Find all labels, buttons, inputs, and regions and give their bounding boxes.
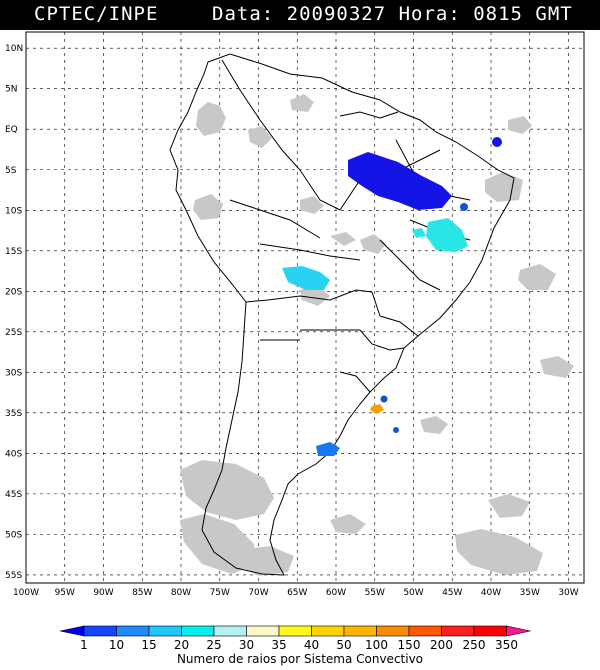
colorbar-tick-label: 200 (430, 638, 453, 652)
latitude-label: 35S (5, 409, 22, 419)
colorbar-tick-label: 50 (336, 638, 351, 652)
colorbar-tick-label: 250 (463, 638, 486, 652)
longitude-label: 75W (210, 588, 230, 598)
colorbar-swatch (343, 625, 377, 637)
longitude-label: 60W (326, 588, 346, 598)
longitude-label: 45W (442, 588, 462, 598)
colorbar-tick-label: 30 (239, 638, 254, 652)
longitude-label: 70W (248, 588, 268, 598)
colorbar-swatch (473, 625, 507, 637)
datetime-label: Data: 20090327 Hora: 0815 GMT (212, 3, 573, 25)
colorbar-swatch (311, 625, 345, 637)
convective-systems (282, 137, 502, 456)
latitude-label: 30S (5, 368, 22, 378)
latitude-label: 40S (5, 449, 22, 459)
source-label: CPTEC/INPE (34, 3, 159, 25)
colorbar-swatch (441, 625, 475, 637)
colorbar-swatch (213, 625, 247, 637)
colorbar-swatch (278, 625, 312, 637)
colorbar-swatch (148, 625, 182, 637)
colorbar-swatch (376, 625, 410, 637)
longitude-labels: 100W 95W 90W 85W 80W 75W 70W 65W 60W 55W 50W 45W 40W… (13, 588, 579, 598)
longitude-label: 90W (93, 588, 113, 598)
colorbar-min-arrow (59, 625, 85, 637)
longitude-label: 85W (132, 588, 152, 598)
colorbar-tick-label: 10 (109, 638, 124, 652)
colorbar-tick-label: 150 (398, 638, 421, 652)
longitude-label: 40W (481, 588, 501, 598)
map-header: CPTEC/INPE Data: 20090327 Hora: 0815 GMT (0, 0, 600, 30)
latitude-label: 5S (5, 166, 17, 176)
longitude-label: 65W (287, 588, 307, 598)
latitude-label: 50S (5, 530, 22, 540)
longitude-label: 55W (365, 588, 385, 598)
colorbar-tick-label: 25 (206, 638, 221, 652)
longitude-label: 100W (13, 588, 39, 598)
colorbar-tick-label: 350 (495, 638, 518, 652)
latitude-label: 5N (5, 85, 17, 95)
colorbar-tick-label: 100 (365, 638, 388, 652)
latitude-label: 25S (5, 328, 22, 338)
colorbar-max-arrow (506, 625, 531, 637)
colorbar-caption: Numero de raios por Sistema Convectivo (176, 652, 424, 666)
longitude-label: 80W (171, 588, 191, 598)
colorbar-tick-label: 40 (304, 638, 319, 652)
lightning-colorbar: 1 10 15 20 25 30 35 40 50 100 150 200 250 350 (59, 625, 531, 652)
coastline (169, 53, 515, 576)
latitude-label: 15S (5, 247, 22, 257)
latitude-label: 20S (5, 287, 22, 297)
colorbar-swatch (246, 625, 280, 637)
longitude-label: 50W (403, 588, 423, 598)
latitude-label: 10N (5, 44, 23, 54)
colorbar-tick-label: 15 (141, 638, 156, 652)
colorbar-tick-label: 35 (271, 638, 286, 652)
colorbar-swatch (83, 625, 117, 637)
longitude-label: 30W (558, 588, 578, 598)
latitude-label: 45S (5, 490, 22, 500)
colorbar-swatch (116, 625, 150, 637)
cloud-cover (180, 94, 574, 576)
longitude-label: 35W (520, 588, 540, 598)
colorbar-tick-label: 1 (80, 638, 88, 652)
longitude-label: 95W (55, 588, 75, 598)
latitude-label: 55S (5, 571, 22, 581)
colorbar-swatch (181, 625, 215, 637)
lightning-map: 10N5NEQ5S10S15S20S25S30S35S40S45S50S55S … (5, 31, 585, 598)
latitude-label: 10S (5, 206, 22, 216)
latitude-labels: 10N 5N EQ 5S 10S 15S 20S 25S 30S 35S 40S 45S 50S 55S (5, 44, 23, 581)
colorbar-swatch (408, 625, 442, 637)
latitude-label: EQ (5, 125, 18, 135)
colorbar-tick-label: 20 (174, 638, 189, 652)
